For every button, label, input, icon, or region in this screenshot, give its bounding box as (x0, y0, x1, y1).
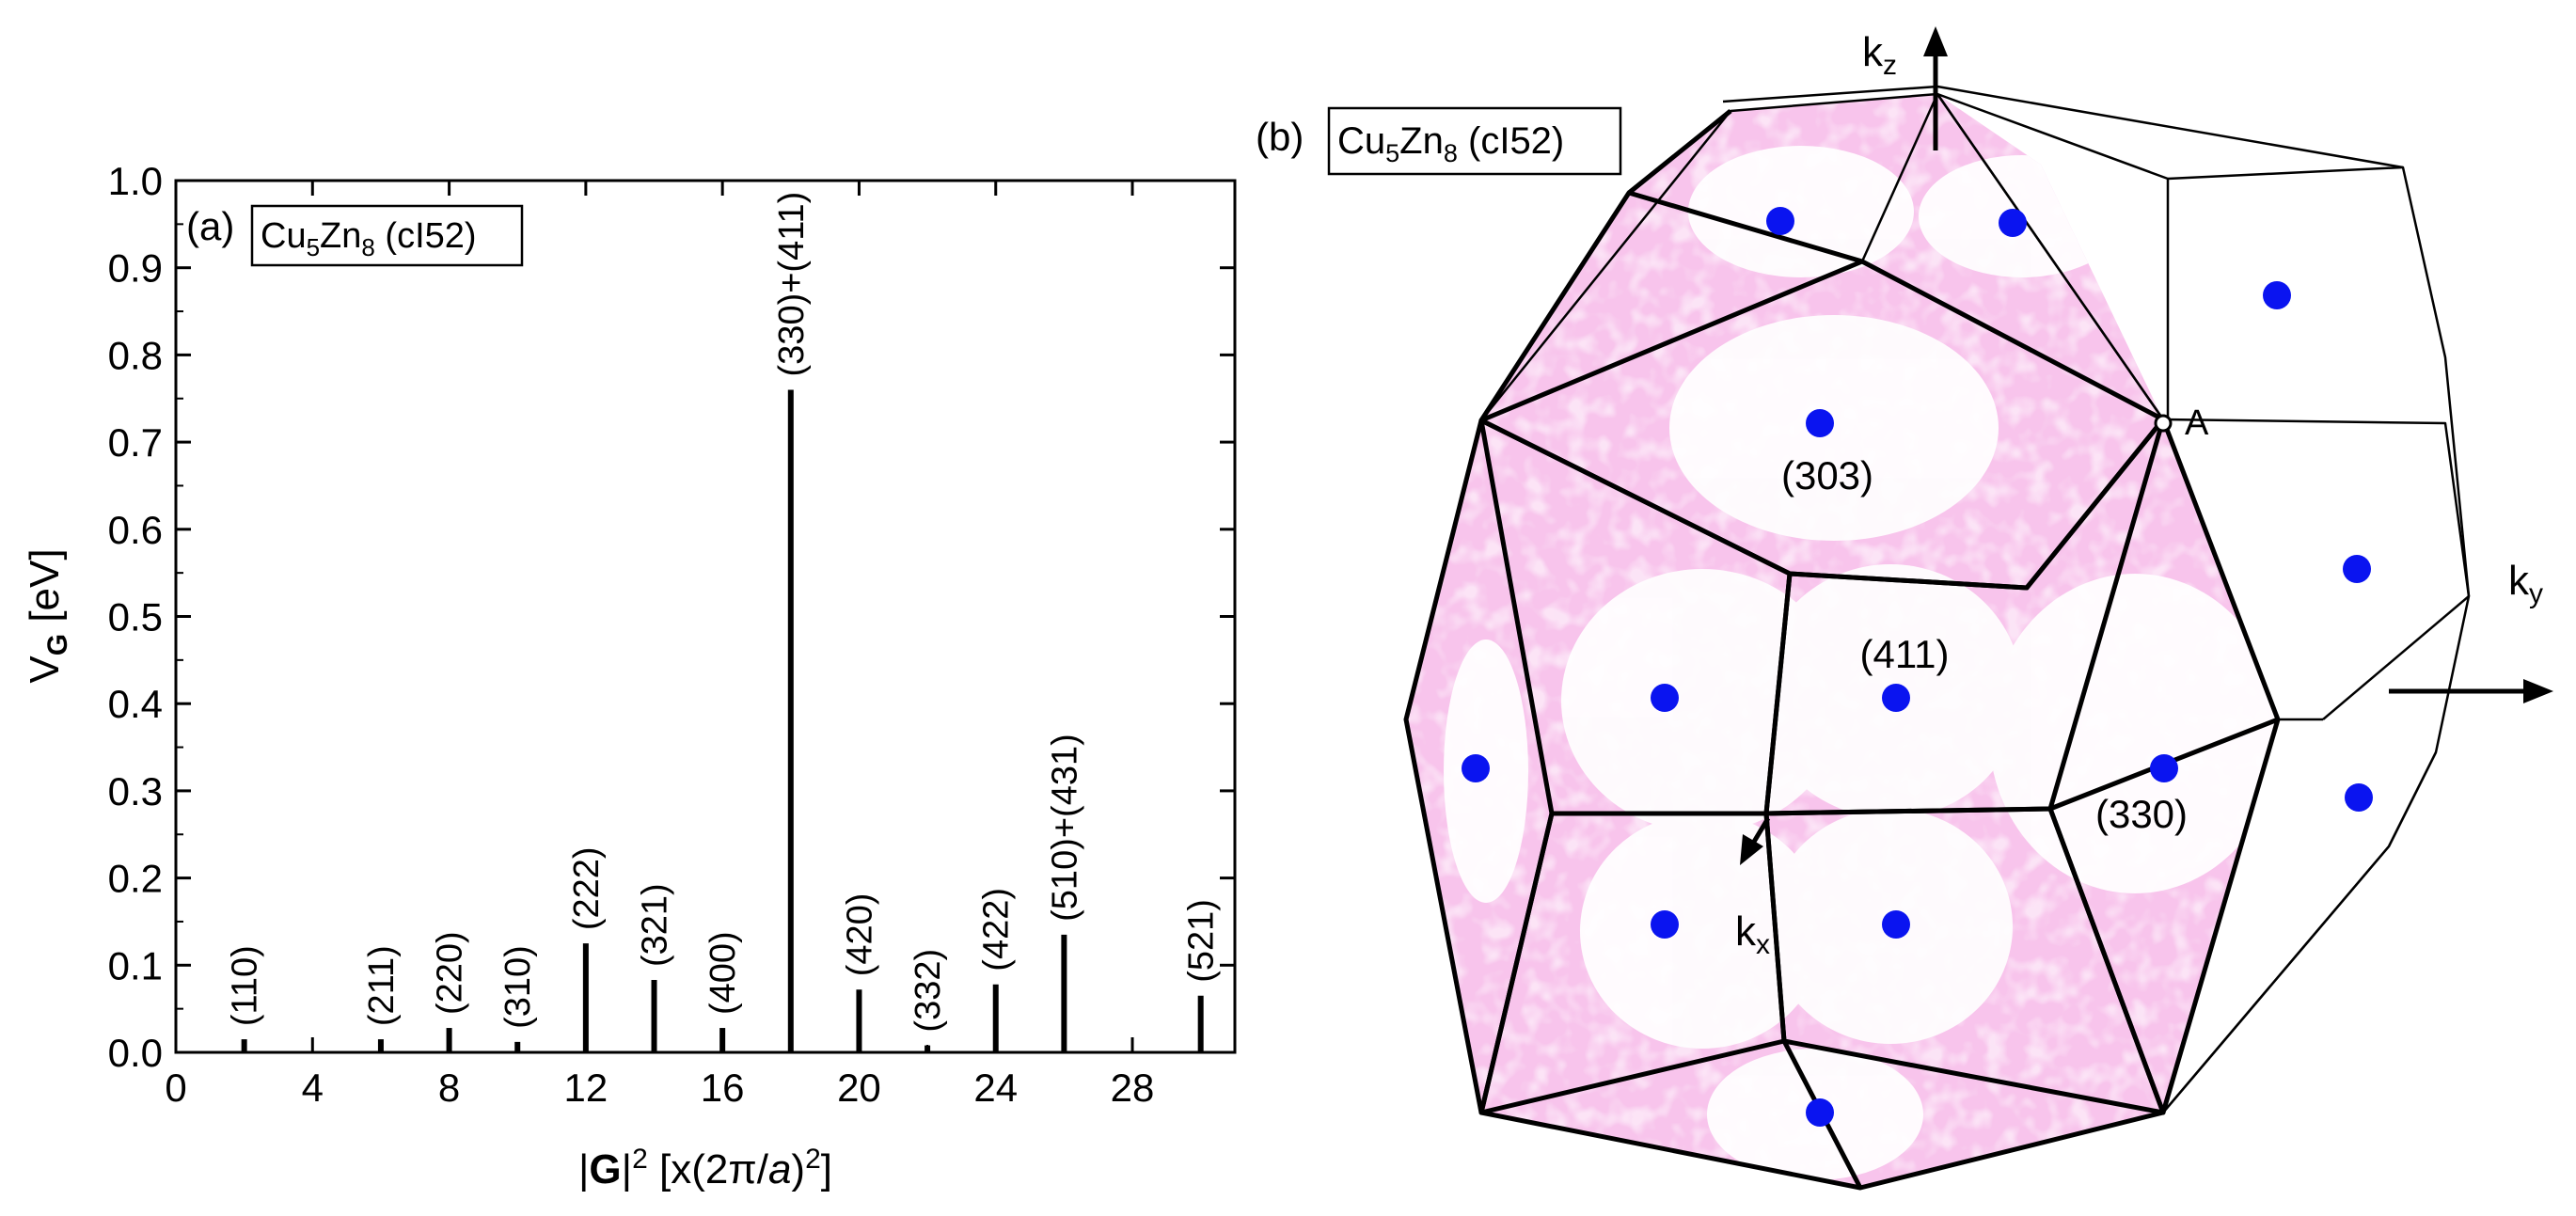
bar-label: (420) (840, 893, 879, 977)
y-axis: 0.0 0.1 0.2 0.3 0.4 0.5 0.6 0.7 0.8 0.9 1.0 (108, 159, 1235, 1075)
bz-front-edges (1403, 109, 2281, 1191)
bar-label: (422) (977, 888, 1017, 971)
face-center-points (1462, 207, 2373, 1127)
bar-label: (110) (226, 945, 265, 1026)
y-tick-label: 0.2 (108, 857, 163, 901)
point-a-label: A (2185, 403, 2209, 443)
face-center-dot (1806, 1098, 1834, 1127)
y-tick-label: 0.4 (108, 682, 163, 726)
bar-label: (400) (703, 931, 743, 1015)
y-tick-label: 0.9 (108, 246, 163, 291)
panel-b-title: Cu5Zn8 (cI52) (1337, 120, 1564, 167)
x-tick-label: 0 (165, 1066, 186, 1110)
panel-b-brillouin-zone: A (303) (411) (330) kz ky kx (b) Cu5Zn8 … (1256, 26, 2553, 1191)
kz-axis: kz (1862, 26, 1948, 150)
bar-label: (521) (1182, 899, 1222, 983)
x-axis-title: |G|2 [x(2π/a)2] (578, 1144, 832, 1192)
x-tick-label: 20 (837, 1066, 881, 1110)
face-center-dot (1766, 207, 1794, 235)
x-tick-label: 28 (1111, 1066, 1155, 1110)
x-tick-label: 8 (438, 1066, 460, 1110)
face-center-dot (2343, 555, 2371, 583)
ky-axis: ky (2389, 558, 2553, 703)
face-center-dot (2345, 783, 2373, 812)
y-tick-label: 0.1 (108, 943, 163, 987)
bar-label: (222) (567, 846, 607, 930)
bar-label: (321) (636, 883, 675, 967)
y-tick-label: 0.5 (108, 595, 163, 640)
kx-axis: kx (1735, 816, 1771, 960)
x-tick-label: 12 (564, 1066, 608, 1110)
face-label-303: (303) (1781, 453, 1873, 497)
ky-axis-label: ky (2508, 558, 2543, 609)
y-tick-label: 0.3 (108, 769, 163, 813)
face-center-dot (1806, 409, 1834, 437)
panel-a-title-box (250, 204, 524, 267)
panel-a-label: (a) (186, 204, 234, 248)
face-center-dot (1462, 754, 1490, 782)
y-tick-label: 0.8 (108, 333, 163, 377)
point-a-marker (2154, 414, 2173, 433)
bar-label: (310) (498, 945, 538, 1029)
y-tick-label: 0.0 (108, 1031, 163, 1075)
y-tick-label: 0.7 (108, 420, 163, 465)
x-tick-label: 16 (701, 1066, 745, 1110)
bar-label: (332) (909, 949, 948, 1033)
face-label-411: (411) (1860, 632, 1950, 676)
y-axis-title: VG [eV] (22, 548, 73, 683)
bar-label: (510)+(431) (1045, 734, 1084, 922)
bar-series: (110) (211) (220) (310) (222) (321) (400) (330)… (226, 192, 1222, 1052)
x-tick-label: 24 (973, 1066, 1018, 1110)
panel-b-label: (b) (1256, 115, 1304, 159)
panel-b-title-box (1327, 106, 1622, 176)
panel-a-chart: 0.0 0.1 0.2 0.3 0.4 0.5 0.6 0.7 0.8 0.9 1.0 0 4 8 12 1… (22, 159, 1237, 1192)
face-center-dot (1882, 910, 1910, 939)
x-axis: 0 4 8 12 16 20 24 28 (165, 181, 1202, 1110)
face-center-dot (1651, 910, 1679, 939)
x-tick-label: 4 (302, 1066, 324, 1110)
y-tick-label: 1.0 (108, 159, 163, 203)
face-center-dot (1651, 684, 1679, 712)
bar-label: (330)+(411) (772, 192, 812, 377)
face-center-dot (1882, 684, 1910, 712)
y-tick-label: 0.6 (108, 508, 163, 552)
kx-axis-label: kx (1735, 908, 1770, 960)
face-center-dot (2263, 281, 2291, 309)
bz-back-edges (1480, 85, 2471, 1113)
face-label-330: (330) (2095, 792, 2188, 836)
bar-label: (211) (362, 945, 402, 1026)
panel-a-title: Cu5Zn8 (cI52) (261, 216, 477, 261)
kz-axis-label: kz (1862, 29, 1897, 81)
face-center-dot (1999, 209, 2027, 237)
face-center-dot (2150, 754, 2178, 782)
bar-label: (220) (431, 931, 470, 1015)
